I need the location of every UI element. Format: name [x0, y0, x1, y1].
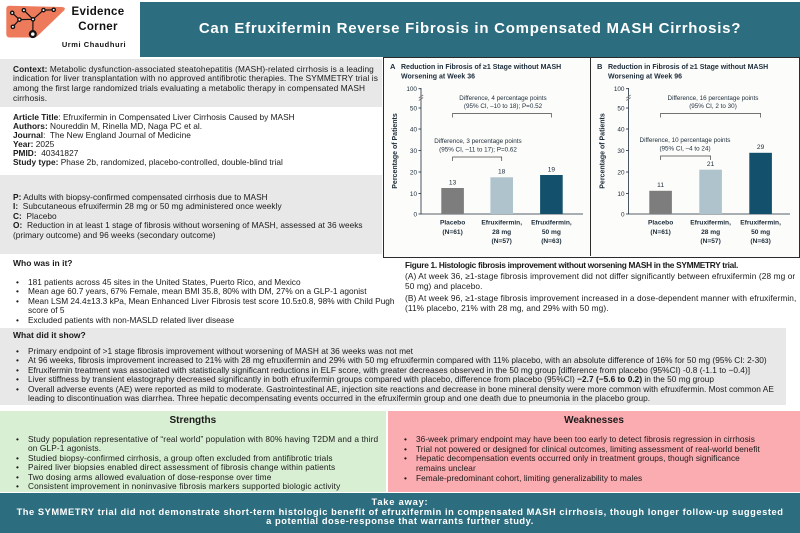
- svg-text:Percentage of Patients: Percentage of Patients: [392, 113, 399, 189]
- svg-text:30: 30: [617, 148, 625, 155]
- svg-text:11: 11: [657, 182, 664, 189]
- svg-text:100: 100: [614, 86, 625, 93]
- svg-text:Worsening at Week 36: Worsening at Week 36: [401, 74, 475, 81]
- svg-text:B: B: [597, 62, 603, 71]
- svg-text:(N=57): (N=57): [700, 238, 720, 245]
- svg-text:Efruxifermin,: Efruxifermin,: [740, 220, 781, 227]
- svg-text:50 mg: 50 mg: [542, 229, 561, 236]
- svg-text:10: 10: [410, 191, 418, 198]
- svg-text:Reduction in Fibrosis of ≥1 St: Reduction in Fibrosis of ≥1 Stage withou…: [401, 64, 561, 71]
- svg-text:30: 30: [410, 148, 418, 155]
- svg-text:Efruxifermin,: Efruxifermin,: [531, 220, 572, 227]
- svg-text:(N=61): (N=61): [650, 229, 670, 236]
- svg-text:(N=61): (N=61): [442, 229, 462, 236]
- svg-text:(N=57): (N=57): [492, 238, 512, 245]
- svg-text:(N=63): (N=63): [541, 238, 561, 245]
- svg-text:A: A: [390, 62, 396, 71]
- svg-text:(95% CI, 2 to 30): (95% CI, 2 to 30): [689, 103, 737, 110]
- svg-text:50: 50: [410, 106, 418, 113]
- svg-text:40: 40: [410, 126, 418, 133]
- svg-text:28 mg: 28 mg: [492, 229, 511, 236]
- svg-text:100: 100: [406, 86, 417, 93]
- svg-text:Placebo: Placebo: [648, 220, 673, 227]
- svg-text:0: 0: [413, 211, 417, 218]
- svg-text:28 mg: 28 mg: [701, 229, 720, 236]
- svg-text:Placebo: Placebo: [440, 220, 465, 227]
- svg-text:Efruxifermin,: Efruxifermin,: [481, 220, 522, 227]
- svg-text:40: 40: [617, 126, 625, 133]
- svg-text:20: 20: [410, 169, 418, 176]
- svg-text:0: 0: [621, 211, 625, 218]
- svg-text:Percentage of Patients: Percentage of Patients: [600, 113, 607, 189]
- svg-text:Worsening at Week 96: Worsening at Week 96: [608, 74, 682, 81]
- svg-text:10: 10: [617, 191, 625, 198]
- svg-text:29: 29: [757, 144, 765, 151]
- svg-text:21: 21: [707, 161, 715, 168]
- svg-text:20: 20: [617, 169, 625, 176]
- svg-text:50: 50: [617, 106, 625, 113]
- svg-text:Difference, 16 percentage poin: Difference, 16 percentage points: [668, 95, 759, 102]
- svg-text:Difference, 3 percentage point: Difference, 3 percentage points: [434, 138, 521, 145]
- svg-text:50 mg: 50 mg: [751, 229, 770, 236]
- svg-text:(N=63): (N=63): [750, 238, 770, 245]
- svg-text:Difference, 10 percentage poin: Difference, 10 percentage points: [640, 137, 731, 144]
- svg-text:19: 19: [548, 166, 556, 173]
- svg-text:(95% CI, –10 to 18); P=0.52: (95% CI, –10 to 18); P=0.52: [464, 103, 543, 110]
- svg-text:18: 18: [498, 169, 506, 176]
- svg-text:Reduction in Fibrosis of ≥1 St: Reduction in Fibrosis of ≥1 Stage withou…: [608, 64, 768, 71]
- svg-text:(95% CI, –11 to 17); P=0.62: (95% CI, –11 to 17); P=0.62: [439, 146, 517, 153]
- svg-text:Difference, 4 percentage point: Difference, 4 percentage points: [459, 95, 546, 102]
- svg-text:(95% CI, –4 to 24): (95% CI, –4 to 24): [659, 145, 710, 152]
- svg-text:13: 13: [449, 179, 457, 186]
- svg-text:Efruxifermin,: Efruxifermin,: [690, 220, 731, 227]
